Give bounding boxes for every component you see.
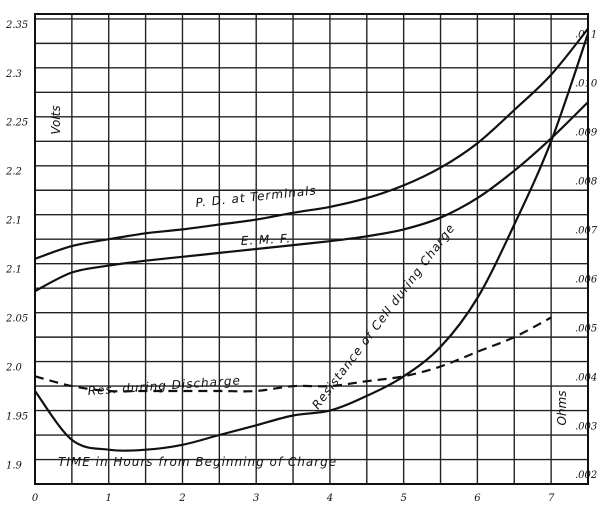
series-line-1 — [34, 101, 589, 293]
y-tick-label-right: .010 — [575, 79, 598, 90]
y-tick-label-left: 2.3 — [5, 69, 22, 80]
y-tick-label-right: .002 — [575, 470, 597, 481]
x-axis-label: TIME in Hours from Beginning of Charge — [58, 455, 337, 469]
y-tick-label-right: .004 — [575, 372, 597, 383]
y-axis-left-label: Volts — [49, 105, 63, 134]
y-tick-label-left: 1.9 — [6, 460, 23, 471]
y-tick-label-left: 2.05 — [5, 314, 28, 325]
y-tick-label-right: .011 — [575, 30, 597, 41]
x-tick-label: 6 — [474, 493, 481, 504]
y-tick-label-left: 2.1 — [5, 265, 22, 276]
y-tick-label-left: 2.1 — [5, 216, 22, 227]
y-axis-right-label: Ohms — [555, 391, 569, 426]
y-tick-label-left: 1.95 — [6, 411, 28, 422]
y-tick-label-right: .008 — [575, 176, 597, 187]
label-emf: E. M. F. — [240, 231, 291, 248]
y-tick-label-left: 2.2 — [5, 167, 22, 178]
x-tick-label: 4 — [326, 493, 333, 504]
tick-layer: 0 1 2 3 4 5 6 7 2.35 2.3 2.25 2.2 2.1 2.1 2.05 2.0 1.95 1… — [5, 20, 598, 504]
y-tick-label-right: .005 — [575, 323, 597, 334]
y-tick-label-left: 2.0 — [5, 363, 23, 374]
y-tick-label-left: 2.25 — [5, 118, 28, 129]
y-tick-label-right: .006 — [575, 274, 598, 285]
y-tick-label-right: .009 — [575, 128, 598, 139]
series-line-2 — [34, 33, 590, 452]
x-tick-label: 3 — [253, 493, 259, 504]
x-tick-label: 5 — [400, 493, 406, 504]
x-tick-label: 0 — [32, 493, 39, 504]
x-tick-label: 7 — [548, 493, 555, 504]
x-tick-label: 1 — [106, 493, 112, 504]
series-layer — [34, 28, 590, 452]
y-tick-label-right: .003 — [575, 421, 597, 432]
plot-frame — [34, 13, 589, 485]
grid-layer — [34, 13, 589, 485]
series-line-3 — [34, 316, 552, 393]
series-line-0 — [34, 28, 589, 260]
y-tick-label-left: 2.35 — [5, 20, 28, 31]
x-tick-label: 2 — [178, 493, 185, 504]
y-tick-label-right: .007 — [575, 225, 598, 236]
